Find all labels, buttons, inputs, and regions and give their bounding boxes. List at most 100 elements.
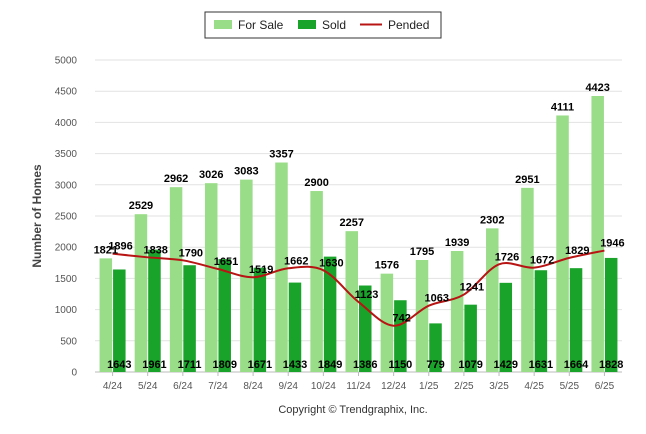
bar-sold [253, 267, 267, 372]
label-sold: 1809 [212, 359, 236, 371]
y-tick-label: 3000 [55, 180, 78, 191]
label-pended: 1241 [460, 282, 484, 294]
y-tick-label: 5000 [55, 56, 78, 67]
bar-sold [569, 268, 583, 372]
label-pended: 1063 [425, 293, 449, 305]
legend-swatch-for-sale [214, 20, 232, 29]
bar-for-sale [415, 259, 429, 372]
bar-sold [604, 257, 618, 372]
y-tick-label: 2000 [55, 243, 78, 254]
label-pended: 1123 [355, 289, 379, 301]
x-tick-label: 8/24 [243, 381, 263, 392]
label-sold: 1386 [353, 359, 377, 371]
label-for-sale: 2962 [164, 173, 188, 185]
label-pended: 1838 [143, 244, 167, 256]
y-tick-label: 1500 [55, 274, 78, 285]
label-for-sale: 1576 [375, 260, 399, 272]
x-tick-label: 6/25 [595, 381, 615, 392]
bar-for-sale [345, 231, 358, 372]
bar-sold [499, 282, 513, 372]
legend-label-for-sale: For Sale [238, 18, 284, 32]
label-pended: 1790 [179, 247, 203, 259]
bar-for-sale [134, 214, 148, 372]
label-sold: 1643 [107, 359, 131, 371]
x-tick-label: 3/25 [489, 381, 509, 392]
pended-series-line [112, 249, 605, 327]
bar-sold [359, 285, 372, 372]
bar-for-sale [521, 187, 534, 372]
y-tick-label: 4500 [55, 87, 78, 98]
y-axis-label: Number of Homes [30, 164, 44, 268]
label-pended: 1651 [214, 256, 238, 268]
label-pended: 1519 [249, 264, 273, 276]
y-tick-label: 0 [71, 368, 77, 379]
label-pended: 1662 [284, 255, 308, 267]
bar-labels: 1821 1643 2529 1961 2962 1711 3026 1809 3083 1671… [94, 82, 625, 371]
label-sold: 1433 [283, 359, 307, 371]
label-sold: 1079 [458, 359, 482, 371]
label-pended: 1946 [600, 238, 624, 250]
grid-lines [95, 59, 622, 373]
label-pended: 1896 [108, 241, 132, 253]
label-pended: 1630 [319, 257, 343, 269]
legend-box [204, 11, 442, 39]
x-axis-ticks: 4/24 5/24 6/24 7/24 8/24 9/24 10/24 11/24 12/24 1… [103, 372, 615, 392]
bar-for-sale [204, 183, 218, 372]
y-tick-label: 500 [60, 336, 77, 347]
bar-sold [464, 304, 477, 372]
x-tick-label: 5/25 [560, 381, 580, 392]
bar-for-sale [380, 273, 394, 372]
bar-sold [534, 270, 548, 372]
legend-swatch-sold [298, 20, 316, 29]
label-for-sale: 4111 [551, 101, 574, 113]
label-for-sale: 2951 [515, 174, 539, 186]
label-for-sale: 2900 [304, 177, 328, 189]
x-tick-label: 12/24 [381, 381, 406, 392]
label-sold: 1664 [564, 359, 589, 371]
bar-sold [323, 256, 337, 372]
label-for-sale: 2529 [129, 200, 153, 212]
x-tick-label: 4/25 [524, 381, 544, 392]
bar-for-sale [169, 187, 183, 372]
bar-for-sale [591, 96, 604, 373]
bar-sold [113, 269, 126, 372]
x-tick-label: 1/25 [419, 381, 439, 392]
label-pended: 742 [392, 313, 410, 325]
label-for-sale: 3083 [234, 166, 258, 178]
bar-for-sale [556, 115, 569, 372]
bar-for-sale [450, 251, 464, 372]
label-for-sale: 1939 [445, 237, 469, 249]
label-sold: 1671 [248, 359, 272, 371]
x-tick-label: 11/24 [346, 381, 371, 392]
x-tick-label: 10/24 [311, 381, 336, 392]
label-sold: 1429 [494, 359, 518, 371]
y-tick-label: 3500 [55, 149, 78, 160]
label-sold: 1150 [388, 359, 412, 371]
label-sold: 779 [426, 359, 444, 371]
bar-sold [218, 259, 231, 372]
bars [99, 96, 618, 373]
x-tick-label: 4/24 [103, 381, 123, 392]
label-for-sale: 4423 [585, 82, 609, 94]
label-for-sale: 3026 [199, 169, 223, 181]
x-tick-label: 7/24 [208, 381, 228, 392]
y-tick-label: 2500 [55, 212, 78, 223]
label-sold: 1711 [178, 359, 202, 371]
y-axis-ticks: 0 500 1000 1500 2000 2500 3000 3500 4000 4500 5000 [55, 56, 78, 379]
x-tick-label: 6/24 [173, 381, 193, 392]
bar-for-sale [99, 258, 113, 372]
label-pended: 1726 [495, 251, 519, 263]
label-pended: 1672 [530, 255, 554, 267]
bar-for-sale [486, 228, 499, 372]
pended-line [112, 249, 605, 327]
legend-label-sold: Sold [322, 18, 346, 32]
bar-for-sale [310, 191, 323, 372]
label-for-sale: 1795 [410, 246, 434, 258]
label-for-sale: 2302 [480, 214, 504, 226]
label-pended: 1829 [565, 245, 589, 257]
y-tick-label: 1000 [55, 305, 78, 316]
copyright-footer: Copyright © Trendgraphix, Inc. [278, 404, 427, 416]
y-tick-label: 4000 [55, 118, 78, 129]
label-sold: 1849 [318, 359, 342, 371]
